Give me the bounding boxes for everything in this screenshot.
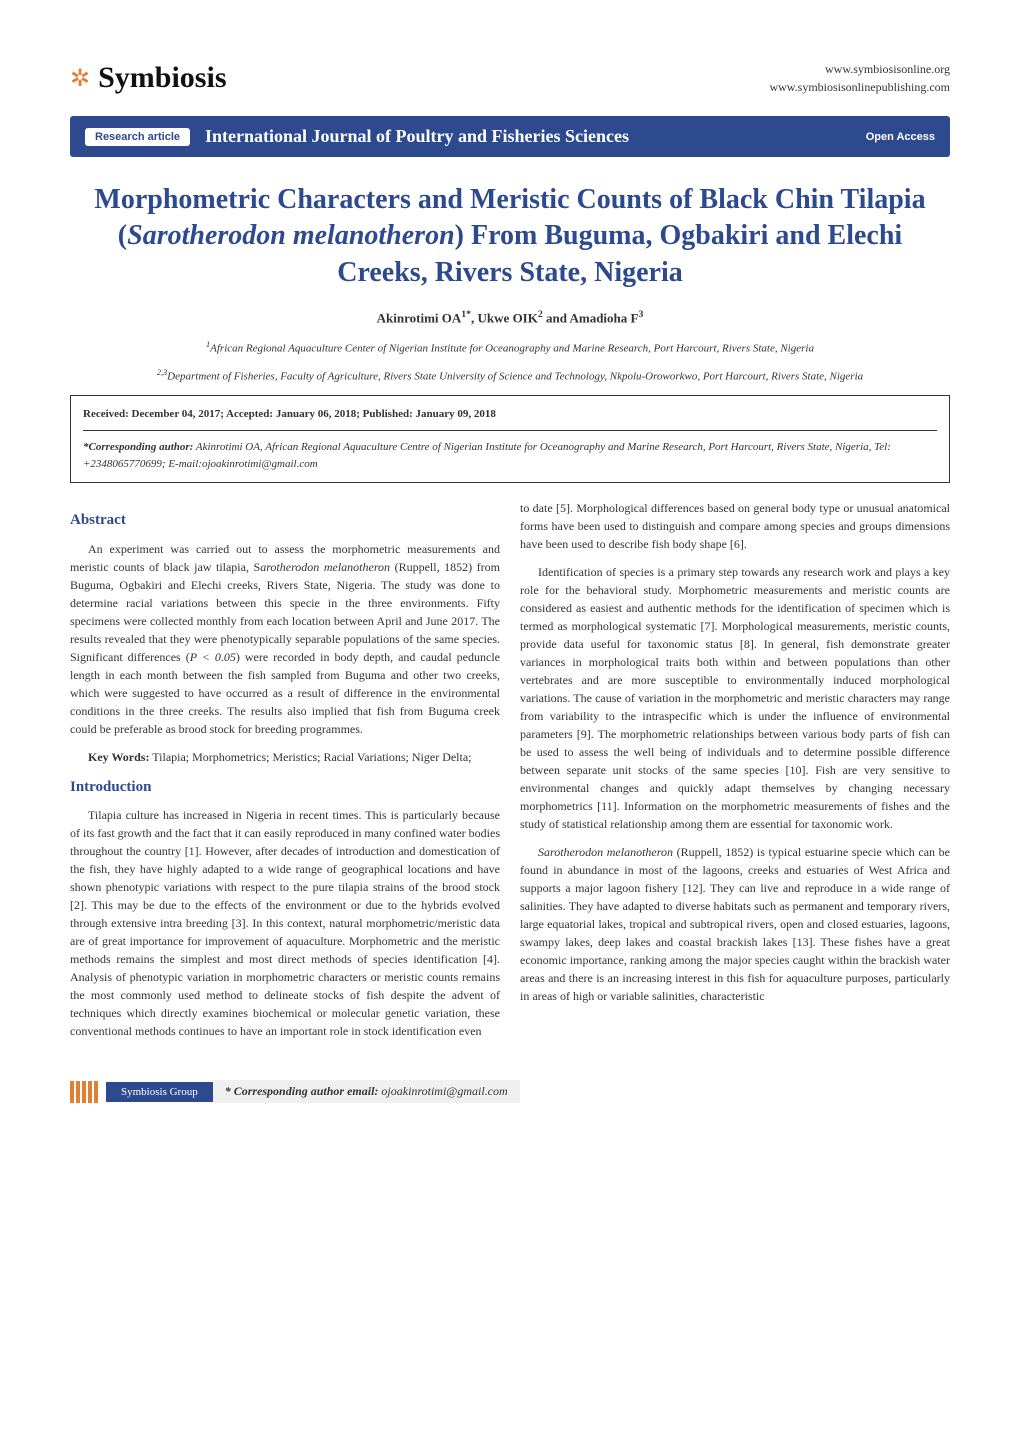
left-column: Abstract An experiment was carried out t… bbox=[70, 499, 500, 1050]
header-link-2[interactable]: www.symbiosisonlinepublishing.com bbox=[769, 78, 950, 96]
affiliation-1: 1African Regional Aquaculture Center of … bbox=[70, 339, 950, 357]
header-links: www.symbiosisonline.org www.symbiosisonl… bbox=[769, 60, 950, 96]
affiliation-2: 2,3Department of Fisheries, Faculty of A… bbox=[70, 367, 950, 385]
abstract-body: An experiment was carried out to assess … bbox=[70, 540, 500, 738]
open-access-label: Open Access bbox=[866, 131, 935, 143]
corresponding-text: Akinrotimi OA, African Regional Aquacult… bbox=[83, 441, 891, 470]
footer-email-label: * Corresponding author email: bbox=[225, 1084, 379, 1098]
authors: Akinrotimi OA1*, Ukwe OIK2 and Amadioha … bbox=[70, 309, 950, 326]
logo-text: Symbiosis bbox=[98, 61, 226, 95]
article-type-badge: Research article bbox=[85, 128, 190, 146]
introduction-para-3: Identification of species is a primary s… bbox=[520, 563, 950, 833]
logo-area: ✲ Symbiosis bbox=[70, 61, 227, 95]
article-title: Morphometric Characters and Meristic Cou… bbox=[70, 182, 950, 291]
introduction-para-4: Sarotherodon melanotheron (Ruppell, 1852… bbox=[520, 843, 950, 1005]
corresponding-author: *Corresponding author: Akinrotimi OA, Af… bbox=[83, 439, 937, 472]
keywords: Key Words: Tilapia; Morphometrics; Meris… bbox=[70, 748, 500, 766]
footer-email: * Corresponding author email: ojoakinrot… bbox=[213, 1080, 520, 1103]
footer-email-text: ojoakinrotimi@gmail.com bbox=[378, 1084, 507, 1098]
content-columns: Abstract An experiment was carried out t… bbox=[70, 499, 950, 1050]
introduction-para-2: to date [5]. Morphological differences b… bbox=[520, 499, 950, 553]
article-info-box: Received: December 04, 2017; Accepted: J… bbox=[70, 395, 950, 484]
article-dates: Received: December 04, 2017; Accepted: J… bbox=[83, 406, 937, 432]
journal-title: International Journal of Poultry and Fis… bbox=[205, 126, 866, 147]
header-link-1[interactable]: www.symbiosisonline.org bbox=[769, 60, 950, 78]
abstract-heading: Abstract bbox=[70, 509, 500, 532]
page-header: ✲ Symbiosis www.symbiosisonline.org www.… bbox=[70, 60, 950, 96]
symbiosis-logo-icon: ✲ bbox=[70, 64, 90, 93]
footer-stripes-icon bbox=[70, 1081, 98, 1103]
journal-banner: Research article International Journal o… bbox=[70, 116, 950, 157]
introduction-para-1: Tilapia culture has increased in Nigeria… bbox=[70, 806, 500, 1040]
right-column: to date [5]. Morphological differences b… bbox=[520, 499, 950, 1050]
footer-group-label: Symbiosis Group bbox=[106, 1082, 213, 1102]
introduction-heading: Introduction bbox=[70, 776, 500, 799]
corresponding-label: *Corresponding author: bbox=[83, 441, 193, 453]
keywords-text: Tilapia; Morphometrics; Meristics; Racia… bbox=[149, 750, 471, 764]
keywords-label: Key Words: bbox=[88, 750, 149, 764]
page-footer: Symbiosis Group * Corresponding author e… bbox=[70, 1080, 950, 1103]
